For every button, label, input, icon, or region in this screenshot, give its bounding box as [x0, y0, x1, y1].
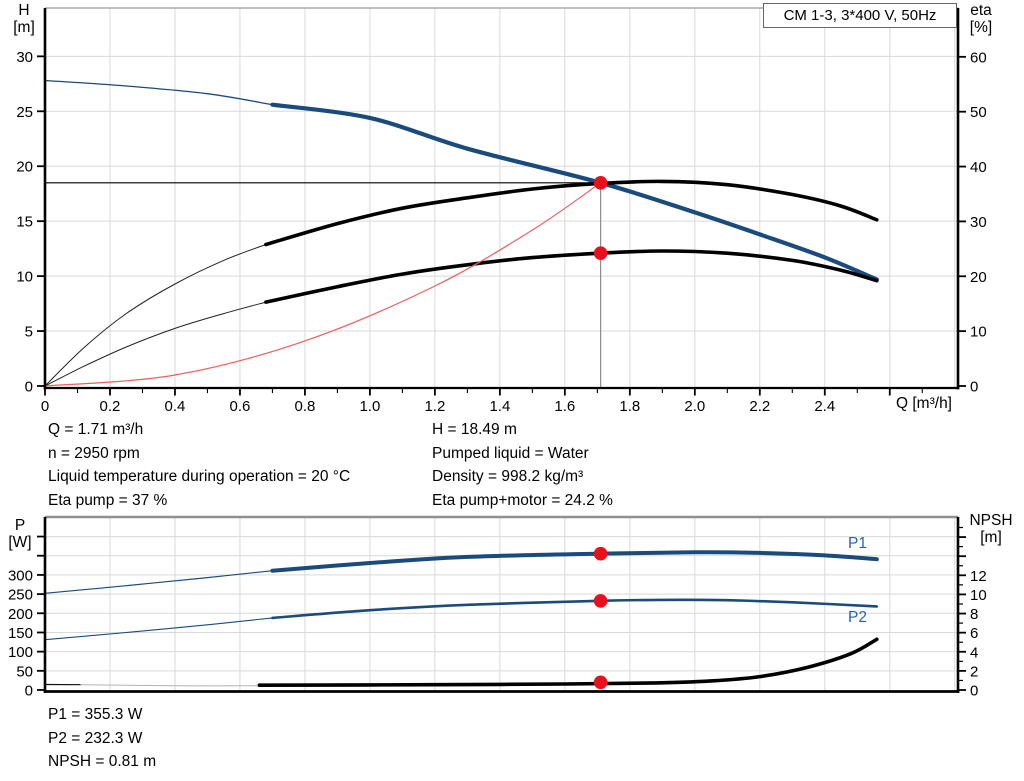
x-axis-tick-label: 2.4 [814, 398, 835, 415]
p-axis-label: P [W] [2, 517, 38, 551]
right-axis-tick-label: 2 [970, 663, 978, 680]
operating-point-marker [593, 675, 608, 690]
eta-axis-label: eta [%] [960, 2, 1002, 36]
left-axis-tick-label: 5 [25, 324, 33, 341]
head-value-line: H = 18.49 m [432, 421, 517, 438]
left-axis-tick-label: 10 [16, 269, 33, 286]
density-line: Density = 998.2 kg/m³ [432, 468, 584, 485]
left-axis-tick-label: 100 [8, 644, 33, 661]
head-curve-preview [44, 79, 274, 106]
right-axis-tick-label: 0 [970, 379, 978, 396]
head-curve [270, 102, 879, 282]
x-axis-tick-label: 0.8 [294, 398, 315, 415]
operating-point-marker [593, 246, 608, 261]
right-axis-tick-label: 4 [970, 644, 978, 661]
liquid-temperature-line: Liquid temperature during operation = 20… [48, 468, 351, 485]
right-axis-tick-label: 60 [970, 49, 987, 66]
system-curve [44, 182, 602, 387]
npsh-axis-label-unit: [m] [980, 529, 1002, 546]
right-axis-tick-label: 12 [970, 568, 987, 585]
eta-pump-motor-curve-preview [44, 301, 267, 387]
npsh-axis-label-symbol: NPSH [969, 512, 1013, 529]
p2-curve [271, 598, 879, 620]
operating-data-left: Q = 1.71 m³/h n = 2950 rpm Liquid temper… [48, 418, 350, 512]
x-axis-tick-label: 1.4 [489, 398, 510, 415]
operating-point-marker [593, 176, 608, 190]
x-axis-tick-label: 1.2 [424, 398, 445, 415]
eta-pump-line: Eta pump = 37 % [48, 491, 168, 509]
right-axis-tick-label: 20 [970, 269, 987, 286]
x-axis-tick-label: 2.0 [684, 398, 705, 415]
right-axis-tick-label: 40 [970, 159, 987, 176]
right-axis-tick-label: 30 [970, 214, 987, 231]
eta-axis-label-unit: [%] [969, 19, 993, 36]
x-axis-tick-label: 0 [41, 398, 49, 415]
eta-pump-curve-preview [44, 244, 267, 387]
left-axis-tick-label: 30 [16, 49, 33, 66]
x-axis-tick-label: 0.6 [230, 398, 251, 415]
left-axis-tick-label: 15 [16, 214, 33, 231]
p1-curve-preview [44, 570, 273, 594]
right-axis-tick-label: 0 [970, 683, 978, 700]
x-axis-tick-label: 0.2 [100, 398, 121, 415]
eta-axis-label-symbol: eta [970, 2, 992, 19]
right-axis-tick-label: 8 [970, 606, 978, 623]
speed-value-line: n = 2950 rpm [48, 444, 140, 462]
flow-value-line: Q = 1.71 m³/h [48, 421, 144, 438]
left-axis-tick-label: 250 [8, 587, 33, 604]
npsh-curve-faint [80, 684, 260, 687]
p-axis-label-symbol: P [14, 517, 26, 534]
p-axis-label-unit: [W] [8, 534, 32, 551]
h-axis-label-unit: [m] [13, 19, 35, 36]
x-axis-tick-label: 1.0 [359, 398, 380, 415]
left-axis-tick-label: 200 [8, 606, 33, 623]
pumped-liquid-line: Pumped liquid = Water [432, 444, 589, 462]
eta-pump-curve [264, 179, 879, 247]
left-axis-tick-label: 25 [16, 104, 33, 121]
x-axis-tick-label: 2.2 [749, 398, 770, 415]
npsh-curve [257, 637, 879, 687]
x-axis-tick-label: 1.6 [554, 398, 575, 415]
p2-curve-preview [44, 617, 273, 641]
q-axis-label: Q [m³/h] [850, 396, 952, 412]
p1-series-label: P1 [848, 535, 867, 552]
p1-value-line: P1 = 355.3 W [48, 706, 143, 723]
operating-point-marker [593, 546, 608, 561]
chart-title: CM 1-3, 3*400 V, 50Hz [783, 7, 937, 24]
hq-eta-chart: 0 5 10 15 20 25 30 0 10 20 30 40 50 60 0 0.2 0.4 0.6 0.8 1.… [16, 7, 987, 415]
h-axis-label-symbol: H [18, 2, 30, 19]
left-axis-tick-label: 150 [8, 625, 33, 642]
x-axis-tick-label: 1.8 [619, 398, 640, 415]
p2-series-label: P2 [848, 609, 867, 626]
left-axis-tick-label: 300 [8, 567, 33, 584]
chart-title-box: CM 1-3, 3*400 V, 50Hz [763, 3, 957, 28]
right-axis-tick-label: 10 [970, 587, 987, 604]
x-axis-tick-label: 0.4 [165, 398, 186, 415]
left-axis-tick-label: 50 [16, 663, 33, 680]
operating-data-right: H = 18.49 m Pumped liquid = Water Densit… [432, 418, 613, 512]
h-axis-label: H [m] [6, 2, 42, 36]
right-axis-tick-label: 6 [970, 625, 978, 642]
power-data-block: P1 = 355.3 W P2 = 232.3 W NPSH = 0.81 m [48, 703, 156, 774]
operating-point-marker [593, 594, 608, 608]
right-axis-tick-label: 10 [970, 324, 987, 341]
npsh-axis-label: NPSH [m] [960, 512, 1022, 546]
power-npsh-chart: 0 50 100 150 200 250 300 0 2 4 6 8 10 12 [8, 515, 987, 700]
p1-curve [270, 550, 879, 573]
eta-pump-motor-line: Eta pump+motor = 24.2 % [432, 491, 613, 509]
right-axis-tick-label: 50 [970, 104, 987, 121]
left-axis-tick-label: 20 [16, 159, 33, 176]
npsh-value-line: NPSH = 0.81 m [48, 753, 157, 770]
q-axis-label-text: Q [m³/h] [896, 395, 952, 412]
left-axis-tick-label: 0 [25, 379, 33, 396]
left-axis-tick-label: 0 [25, 683, 33, 700]
p2-value-line: P2 = 232.3 W [48, 729, 143, 747]
